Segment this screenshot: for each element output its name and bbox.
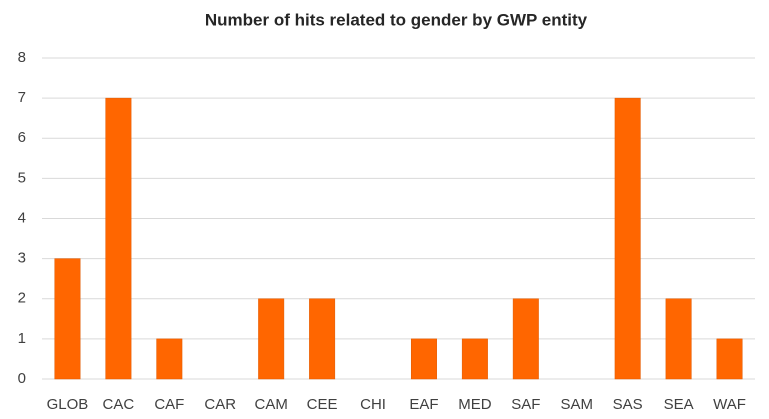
x-tick-label: CHI <box>360 396 386 413</box>
y-tick-label: 5 <box>18 169 26 186</box>
bar <box>105 97 132 380</box>
x-tick-label: MED <box>458 396 492 413</box>
x-tick-label: SAS <box>613 396 643 413</box>
bar <box>716 338 743 380</box>
y-tick-label: 7 <box>18 89 26 106</box>
y-tick-label: 8 <box>18 49 26 66</box>
bar <box>54 258 81 380</box>
bar <box>410 338 437 380</box>
chart-title: Number of hits related to gender by GWP … <box>205 10 588 29</box>
x-tick-label: SAF <box>511 396 540 413</box>
x-tick-label: SEA <box>664 396 694 413</box>
y-tick-label: 6 <box>18 129 26 146</box>
bar <box>258 298 285 380</box>
y-tick-label: 2 <box>18 290 26 307</box>
y-tick-label: 0 <box>18 370 26 387</box>
x-tick-label: SAM <box>560 396 593 413</box>
bar <box>512 298 539 380</box>
bar <box>665 298 692 380</box>
x-tick-label: CAR <box>204 396 236 413</box>
bar <box>309 298 336 380</box>
x-tick-label: GLOB <box>47 396 89 413</box>
bar <box>461 338 488 380</box>
x-tick-label: EAF <box>409 396 438 413</box>
x-tick-label: CAC <box>103 396 135 413</box>
bar <box>156 338 183 380</box>
y-tick-label: 4 <box>18 209 26 226</box>
bar <box>614 97 641 380</box>
x-tick-label: CEE <box>307 396 338 413</box>
y-tick-label: 1 <box>18 330 26 347</box>
y-tick-label: 3 <box>18 250 26 267</box>
x-tick-label: WAF <box>713 396 746 413</box>
x-tick-label: CAM <box>255 396 288 413</box>
x-tick-label: CAF <box>154 396 184 413</box>
